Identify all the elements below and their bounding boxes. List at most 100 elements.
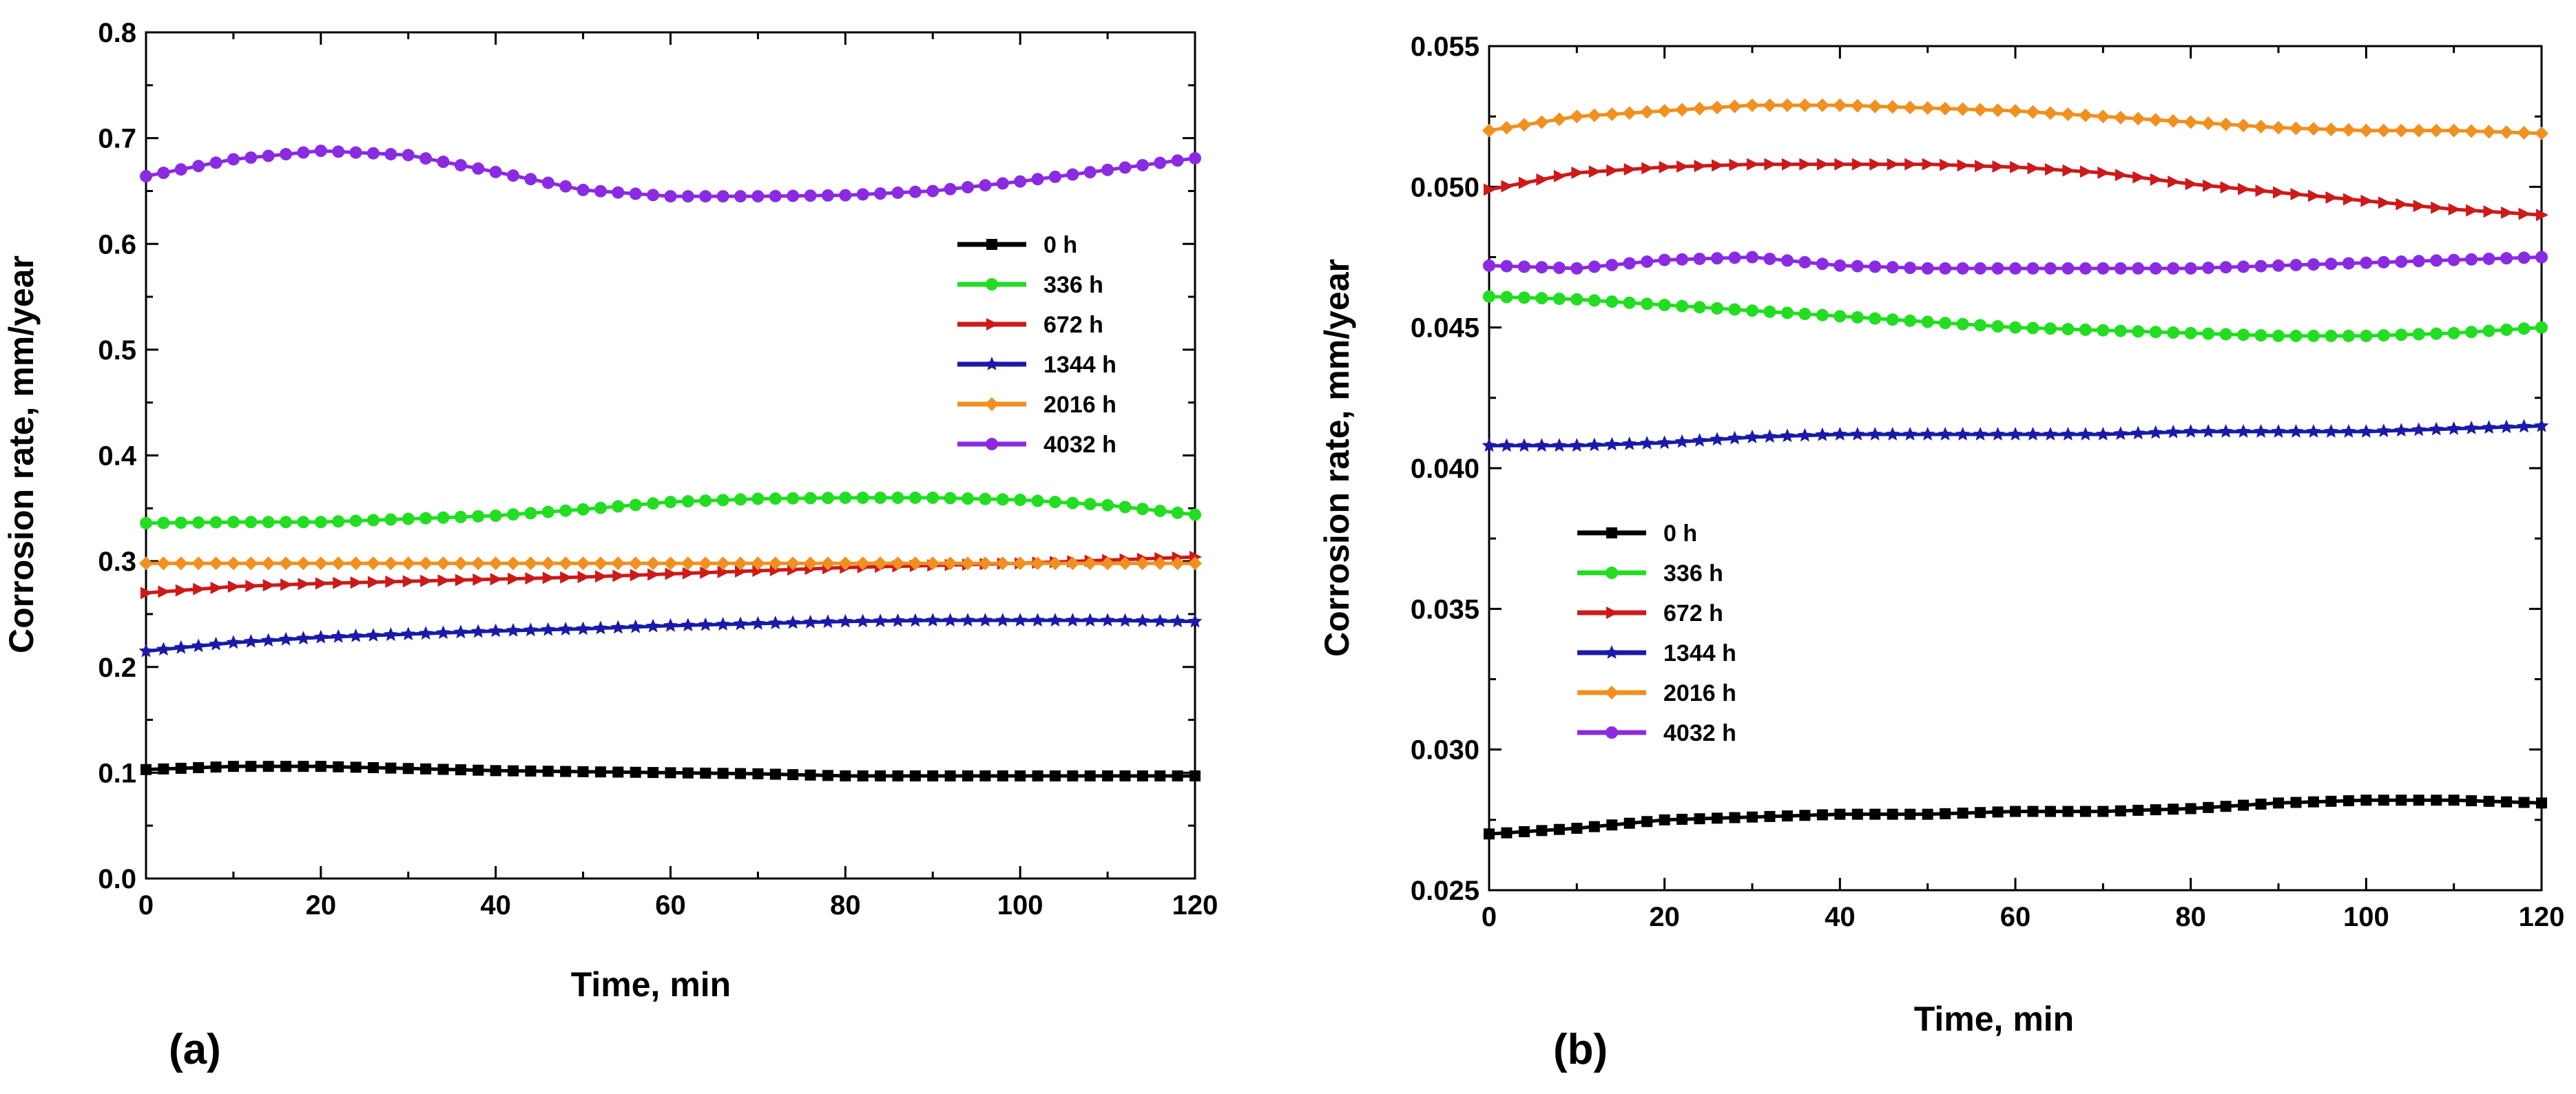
data-point — [1552, 262, 1566, 275]
y-tick-label: 0.025 — [1411, 876, 1479, 906]
data-point — [1798, 98, 1812, 112]
data-point — [2430, 254, 2443, 267]
data-point — [1013, 556, 1028, 571]
data-point — [1797, 428, 1812, 442]
data-point — [995, 556, 1010, 571]
data-point — [508, 765, 519, 777]
data-point — [1780, 428, 1795, 443]
data-point — [1170, 613, 1185, 628]
data-point — [2237, 328, 2250, 341]
data-point — [2464, 124, 2479, 138]
data-point — [2078, 108, 2092, 123]
data-point — [193, 762, 205, 774]
data-point — [1940, 158, 1953, 171]
data-point — [2325, 795, 2337, 807]
data-point — [333, 576, 346, 589]
data-point — [1885, 100, 1900, 114]
data-point — [594, 501, 607, 514]
data-point — [1939, 262, 1952, 275]
data-point — [612, 766, 624, 778]
data-point — [2254, 423, 2268, 438]
data-point — [402, 575, 415, 588]
data-point — [1745, 430, 1760, 443]
data-point — [787, 189, 800, 202]
data-point — [1604, 436, 1619, 451]
data-point — [1518, 176, 1531, 189]
legend-label: 0 h — [1043, 232, 1077, 258]
x-tick-label: 0 — [1482, 902, 1497, 932]
legend-label: 672 h — [1043, 312, 1103, 338]
data-point — [961, 556, 975, 571]
data-point — [2044, 322, 2057, 335]
data-point — [2097, 166, 2110, 179]
data-point — [506, 622, 521, 637]
data-point — [1170, 556, 1185, 571]
data-point — [926, 185, 939, 198]
data-point — [1711, 302, 1724, 315]
data-point — [174, 516, 187, 529]
data-point — [523, 622, 538, 637]
data-point — [278, 631, 293, 646]
data-point — [1869, 260, 1882, 273]
data-point — [1832, 426, 1847, 441]
data-point — [1119, 770, 1131, 781]
data-point — [2201, 116, 2216, 130]
data-point — [1553, 169, 1566, 182]
data-point — [1975, 160, 1988, 173]
data-point — [1902, 426, 1918, 441]
data-point — [210, 581, 223, 594]
data-point — [2166, 114, 2181, 128]
data-point — [385, 762, 397, 774]
data-point — [2185, 178, 2198, 191]
data-point — [2255, 185, 2268, 198]
data-point — [1517, 118, 1531, 132]
data-point — [175, 762, 187, 774]
legend: 0 h 336 h 672 h 1344 h 2016 h 4032 h — [1577, 520, 1736, 746]
data-point — [734, 493, 747, 506]
data-point — [2501, 796, 2513, 808]
data-point — [472, 509, 485, 523]
data-point — [1118, 556, 1132, 571]
data-point — [2115, 805, 2126, 817]
data-point — [158, 763, 169, 775]
data-point — [2465, 253, 2478, 266]
y-tick-label: 0.035 — [1411, 594, 1479, 624]
data-point — [2043, 106, 2057, 120]
data-point — [1641, 255, 1654, 269]
data-point — [2325, 191, 2338, 204]
y-tick-label: 0.1 — [98, 758, 136, 788]
data-point — [227, 761, 239, 772]
legend-marker — [1605, 686, 1619, 699]
data-point — [314, 516, 327, 529]
data-point — [1587, 108, 1601, 123]
data-point — [1991, 103, 2005, 118]
data-point — [1747, 158, 1759, 171]
data-point — [2183, 115, 2198, 129]
series-2016-h — [1482, 98, 2548, 140]
data-point — [506, 556, 521, 571]
data-point — [787, 492, 800, 505]
data-point — [1640, 105, 1654, 119]
data-point — [664, 190, 677, 203]
data-point — [1031, 494, 1044, 507]
data-point — [593, 620, 608, 635]
data-point — [1922, 808, 1933, 820]
data-point — [2219, 261, 2232, 274]
data-point — [2412, 255, 2425, 268]
data-point — [1887, 808, 1898, 820]
data-point — [2360, 256, 2373, 269]
data-point — [262, 149, 275, 162]
x-tick-label: 120 — [2519, 902, 2565, 932]
data-point — [2202, 262, 2215, 275]
data-point — [314, 145, 327, 158]
data-point — [2466, 204, 2479, 217]
data-point — [2273, 186, 2285, 199]
data-point — [367, 762, 379, 774]
data-point — [436, 556, 450, 571]
data-point — [1015, 770, 1026, 781]
data-point — [996, 177, 1009, 190]
data-point — [1816, 308, 1829, 322]
data-point — [1850, 98, 1865, 113]
data-point — [436, 625, 450, 640]
data-point — [490, 765, 501, 777]
